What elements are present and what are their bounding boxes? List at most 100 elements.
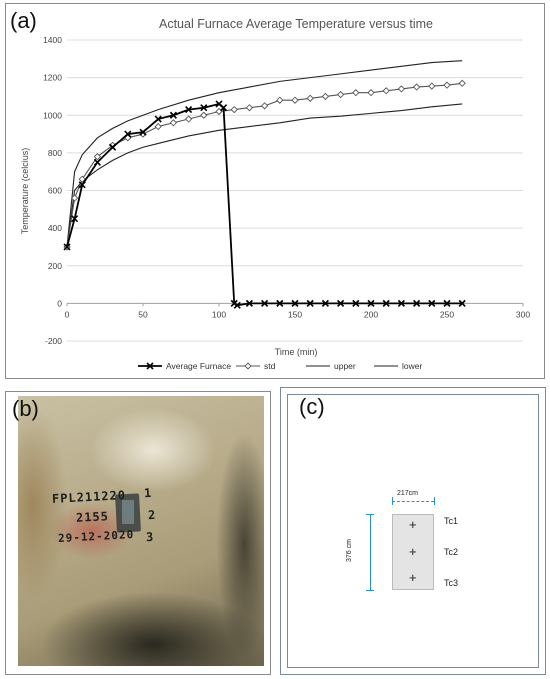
height-tick-bottom: [366, 590, 374, 591]
panel-label-a: (a): [10, 8, 37, 33]
width-tick-right: [434, 497, 435, 505]
point-average-furnace-3: [93, 158, 101, 166]
point-average-furnace-20-stroke-b: [321, 299, 329, 307]
point-average-furnace-17-stroke-b: [276, 299, 284, 307]
point-average-furnace-9: [185, 106, 193, 114]
chart-panel: (a) Actual Furnace Average Temperature v…: [5, 3, 545, 379]
point-average-furnace-27-stroke-b: [428, 299, 436, 307]
x-tick-label-0: 0: [65, 309, 70, 319]
point-average-furnace-3-stroke-b: [93, 158, 101, 166]
diagram-panel: (c) 217cm 376 cm + + + Tc1 Tc2 Tc3: [280, 387, 546, 675]
point-average-furnace-18-stroke-b: [291, 299, 299, 307]
legend-marker-average-furnace-stroke-b: [146, 362, 154, 370]
thermocouple-2-marker: +: [409, 544, 417, 559]
point-std-21: [367, 89, 375, 97]
point-average-furnace-28-stroke-b: [443, 299, 451, 307]
point-average-furnace-15: [245, 299, 253, 307]
point-average-furnace-23: [367, 299, 375, 307]
point-average-furnace-9-stroke-b: [185, 106, 193, 114]
point-std-26: [443, 81, 451, 89]
y-axis-label: Temperature (celcius): [20, 148, 30, 235]
tc2-label: Tc2: [444, 547, 459, 557]
legend-label-lower: lower: [402, 361, 422, 371]
point-std-25: [428, 82, 436, 90]
point-std-2: [78, 175, 86, 183]
x-tick-label-250: 250: [440, 309, 454, 319]
point-average-furnace-5: [124, 130, 132, 138]
height-label: 376 cm: [345, 539, 353, 562]
panel-label-b: (b): [12, 396, 39, 421]
point-std-3: [93, 153, 102, 161]
point-average-furnace-17: [276, 299, 284, 307]
width-label: 217cm: [397, 490, 419, 497]
point-std-19: [336, 90, 345, 99]
stamp-inner-mark: [122, 500, 134, 524]
point-average-furnace-16: [261, 299, 269, 307]
point-std-22: [382, 87, 390, 95]
x-tick-label-150: 150: [288, 309, 302, 319]
legend-label-average-furnace: Average Furnace: [166, 361, 231, 371]
y-tick-label-400: 400: [48, 223, 62, 233]
point-average-furnace-26: [413, 299, 421, 307]
stamp-mark-1: 1: [143, 485, 153, 501]
y-tick-label-0: 0: [57, 298, 62, 308]
point-average-furnace-11-stroke-b: [215, 100, 223, 108]
photo-panel: FPL211220 2155 29-12-2020 1 2 3 (b): [5, 391, 271, 675]
x-tick-label-200: 200: [364, 309, 378, 319]
point-std-15: [276, 96, 284, 104]
panel-label-c: (c): [299, 394, 325, 419]
furnace-outline: [287, 394, 539, 668]
point-average-furnace-13-stroke-b: [230, 299, 238, 307]
point-std-14: [260, 102, 269, 110]
point-average-furnace-22: [352, 299, 360, 307]
point-average-furnace-25-stroke-b: [397, 299, 405, 307]
point-average-furnace-5-stroke-b: [124, 130, 132, 138]
point-average-furnace-8-stroke-b: [169, 111, 177, 119]
point-std-18: [321, 92, 330, 101]
y-tick-label-1400: 1400: [43, 35, 62, 45]
point-std-12: [230, 105, 238, 114]
point-average-furnace-4-stroke-b: [109, 143, 117, 151]
point-std-13: [245, 104, 254, 112]
y-tick-label--200: -200: [45, 336, 62, 346]
y-tick-label-1000: 1000: [43, 110, 62, 120]
point-average-furnace-19: [306, 299, 314, 307]
x-tick-label-300: 300: [516, 309, 530, 319]
series-line-average-furnace: [66, 102, 463, 307]
height-tick-top: [366, 514, 374, 515]
point-average-furnace-1: [71, 215, 79, 223]
point-average-furnace-14-stroke-b: [233, 301, 241, 309]
specimen-photo: FPL211220 2155 29-12-2020 1 2 3: [18, 396, 264, 666]
point-average-furnace-23-stroke-b: [367, 299, 375, 307]
point-average-furnace-0: [63, 243, 71, 251]
legend-marker-average-furnace: [146, 362, 154, 370]
x-tick-label-50: 50: [138, 309, 148, 319]
legend-label-std: std: [264, 361, 276, 371]
series-line-lower: [66, 103, 463, 248]
point-std-16: [291, 96, 299, 104]
point-average-furnace-8: [169, 111, 177, 119]
point-average-furnace-19-stroke-b: [306, 299, 314, 307]
thermocouple-3-marker: +: [409, 570, 417, 585]
width-tick-left: [392, 497, 393, 505]
point-average-furnace-24: [382, 299, 390, 307]
point-average-furnace-29-stroke-b: [458, 299, 466, 307]
point-std-17: [306, 94, 314, 102]
thermocouple-1-marker: +: [409, 517, 417, 532]
chart-title: Actual Furnace Average Temperature versu…: [159, 17, 433, 31]
grid-lines: [67, 39, 523, 342]
stamp-text-line3: 29-12-2020: [57, 528, 135, 545]
y-tick-label-200: 200: [48, 261, 62, 271]
stamp-mark-3: 3: [145, 529, 155, 545]
tc1-label: Tc1: [444, 516, 459, 526]
point-average-furnace-16-stroke-b: [261, 299, 269, 307]
y-tick-label-1200: 1200: [43, 73, 62, 83]
specimen-rectangle: [392, 514, 434, 590]
legend: Average Furnace std upper lower: [138, 361, 422, 371]
point-std-27: [458, 79, 466, 87]
point-std-7: [154, 122, 162, 131]
point-std-1: [70, 194, 79, 202]
y-tick-label-600: 600: [48, 186, 62, 196]
point-std-23: [397, 85, 406, 93]
series-line-upper: [66, 60, 463, 247]
